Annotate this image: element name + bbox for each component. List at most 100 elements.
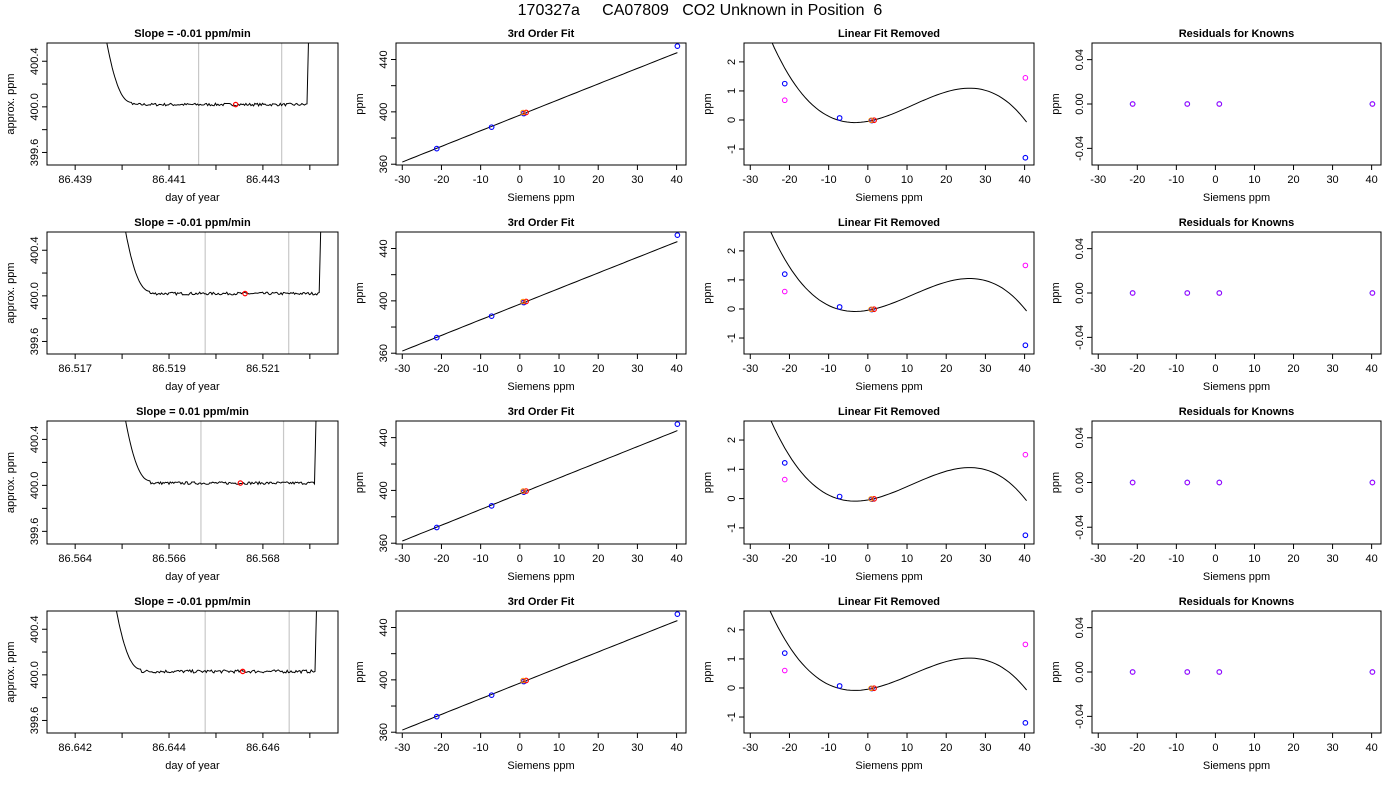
known-point	[1022, 342, 1029, 349]
x-tick-label: -10	[473, 553, 489, 565]
y-tick-label: 0.04	[1074, 427, 1086, 448]
chart-panel-3-3: Residuals for Knowns Siemens ppm ppm -30 -20…	[1050, 596, 1382, 772]
y-tick-label: 0.00	[1074, 661, 1086, 682]
x-tick-label: 10	[553, 363, 565, 375]
chart-panel-0-2: Linear Fit Removed Siemens ppm ppm -30 -20 -1…	[702, 28, 1035, 204]
unknown-point-alt	[520, 109, 526, 116]
x-tick-label: -10	[821, 553, 837, 565]
chart-panel-0-3: Residuals for Knowns Siemens ppm ppm -30 -20…	[1050, 28, 1382, 204]
plot-frame	[743, 42, 1035, 166]
y-tick-label: 400.0	[29, 661, 41, 689]
unknown-point-alt	[520, 488, 526, 494]
unknown-point-alt	[868, 117, 874, 124]
plot-area	[106, 43, 309, 165]
residual-fit-curve	[770, 232, 1027, 313]
x-tick-label: 30	[631, 363, 643, 375]
x-tick-label: 10	[1248, 363, 1260, 375]
x-tick-label: -20	[782, 742, 798, 754]
x-tick-label: -20	[434, 553, 450, 565]
y-axis-label: ppm	[702, 282, 714, 303]
residual-fit-curve	[769, 611, 1027, 691]
x-tick-label: 30	[1326, 553, 1338, 565]
chart-title: Linear Fit Removed	[838, 406, 940, 418]
x-tick-label: 30	[631, 553, 643, 565]
x-tick-label: 10	[901, 553, 913, 565]
y-tick-label: 440	[378, 428, 390, 446]
plot-frame	[46, 231, 339, 355]
y-tick-label: 400.4	[29, 615, 41, 643]
known-point	[781, 271, 788, 277]
x-tick-label: -10	[473, 742, 489, 754]
x-axis-label: Siemens ppm	[1203, 571, 1270, 583]
window-mean-marker	[237, 480, 244, 486]
y-tick-label: 360	[378, 155, 390, 173]
x-axis-label: Siemens ppm	[1203, 381, 1270, 393]
chart-panel-1-1: 3rd Order Fit Siemens ppm ppm -30 -20 -10 0 10 2…	[354, 217, 687, 393]
x-tick-label: 10	[901, 174, 913, 186]
y-axis-label: ppm	[702, 93, 714, 114]
plot-area	[1129, 101, 1376, 107]
x-tick-label: 10	[901, 742, 913, 754]
chart-panel-2-2: Linear Fit Removed Siemens ppm ppm -30 -20 -1…	[702, 406, 1035, 583]
x-tick-label: -10	[1168, 553, 1184, 565]
x-tick-label: 0	[1212, 553, 1218, 565]
x-tick-label: -30	[394, 553, 410, 565]
y-tick-label: 0.04	[1074, 617, 1086, 638]
y-tick-label: 400	[378, 103, 390, 121]
chart-panel-0-1: 3rd Order Fit Siemens ppm ppm -30 -20 -10 0 10 2…	[354, 28, 687, 204]
y-tick-label: 0.04	[1074, 238, 1086, 259]
x-tick-label: 40	[1366, 742, 1378, 754]
x-tick-label: 30	[979, 553, 991, 565]
plot-area	[1129, 290, 1376, 296]
x-tick-label: 0	[865, 363, 871, 375]
concentration-trace	[125, 232, 322, 296]
unknown-point	[523, 488, 529, 494]
chart-title: Residuals for Knowns	[1179, 28, 1295, 40]
known-point-overlay	[1369, 290, 1376, 296]
x-tick-label: 0	[517, 174, 523, 186]
x-tick-label: -30	[394, 363, 410, 375]
x-tick-label: -30	[742, 174, 758, 186]
x-tick-label: 0	[865, 553, 871, 565]
plot-area	[402, 43, 681, 163]
plot-area	[771, 43, 1029, 161]
chart-panel-3-0: Slope = -0.01 ppm/min day of year approx. …	[5, 596, 339, 772]
x-tick-label: 0	[1212, 363, 1218, 375]
x-tick-label: 86.564	[58, 553, 92, 565]
unknown-point	[871, 496, 877, 502]
plot-area	[125, 421, 317, 544]
x-tick-label: 40	[1018, 742, 1030, 754]
plot-area	[402, 232, 681, 352]
unknown-point	[871, 117, 877, 124]
y-tick-label: 1	[726, 277, 738, 283]
plot-area	[770, 421, 1029, 539]
y-axis-label: approx. ppm	[5, 73, 17, 134]
y-axis-label: ppm	[702, 661, 714, 682]
x-tick-label: 86.517	[58, 363, 92, 375]
x-tick-label: 30	[631, 174, 643, 186]
x-tick-label: 30	[979, 174, 991, 186]
x-tick-label: 20	[1287, 553, 1299, 565]
concentration-trace	[106, 43, 309, 107]
x-tick-label: 86.568	[246, 553, 280, 565]
linear-residual-point	[781, 97, 788, 104]
chart-title: 3rd Order Fit	[508, 596, 575, 608]
known-point-overlay	[1184, 101, 1190, 107]
x-tick-label: 10	[553, 174, 565, 186]
x-tick-label: 0	[865, 742, 871, 754]
x-tick-label: -10	[1168, 363, 1184, 375]
x-tick-label: -30	[1090, 553, 1106, 565]
known-point-overlay	[1369, 101, 1376, 107]
x-tick-label: 0	[517, 363, 523, 375]
x-tick-label: -10	[1168, 174, 1184, 186]
x-tick-label: 40	[670, 742, 682, 754]
x-tick-label: -10	[473, 363, 489, 375]
chart-title: Residuals for Knowns	[1179, 406, 1295, 418]
chart-title: Slope = -0.01 ppm/min	[134, 28, 251, 40]
x-tick-label: -30	[742, 742, 758, 754]
y-tick-label: 400.4	[29, 47, 41, 75]
known-point	[781, 650, 788, 656]
y-tick-label: -1	[726, 712, 738, 722]
unknown-point	[523, 298, 529, 305]
